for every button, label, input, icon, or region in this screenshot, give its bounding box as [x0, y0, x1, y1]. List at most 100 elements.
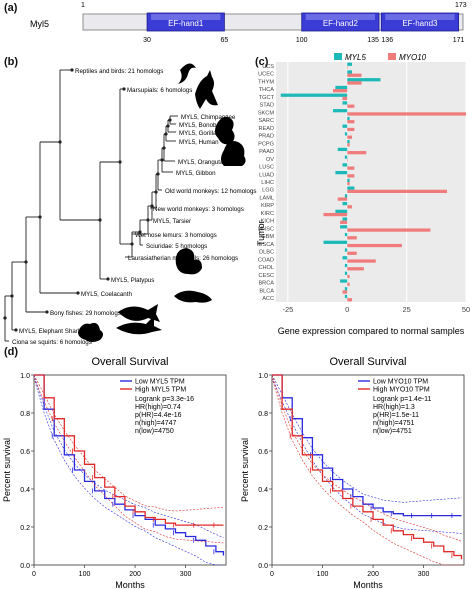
bar-myl5-lihc: [347, 178, 350, 182]
bar-myo10-esca: [347, 243, 402, 248]
bar-myo10-blca: [342, 290, 348, 294]
y-tick-label: 0.8: [20, 411, 30, 418]
bar-myl5-cesc: [344, 271, 348, 275]
residue-tick-30: 30: [143, 37, 151, 44]
bar-myl5-ucec: [347, 70, 352, 74]
start-label: 1: [81, 2, 85, 9]
tree-leaf-label: MYL5, Gorilla: [179, 130, 217, 137]
bar-myo10-laml: [337, 197, 348, 201]
bar-myo10-kirp: [347, 205, 352, 209]
category-label: PAAD: [259, 149, 274, 155]
x-tick-label: 100: [79, 571, 91, 578]
stat-label: n(low)=4751: [373, 428, 412, 435]
legend-swatch-myl5: [334, 53, 342, 60]
domain-highlight-1: [151, 14, 221, 20]
kangaroo-icon: [195, 70, 218, 109]
bar-myl5-tgct: [280, 93, 348, 97]
legend-label-myl5: MYL5: [345, 53, 366, 62]
bar-myo10-kirc: [323, 212, 348, 217]
category-label: OV: [266, 157, 274, 163]
x-tick-label: 0: [345, 305, 349, 314]
y-tick-label: 0.2: [258, 525, 268, 532]
bar-myo10-tgct: [342, 96, 348, 101]
ci-lower-high-myo10-tpm: [271, 377, 462, 566]
y-axis-label: Tumor: [256, 220, 266, 246]
legend-label: Low MYL5 TPM: [135, 379, 185, 386]
ci-upper-low-myl5-tpm: [33, 374, 224, 538]
x-tick-label: -25: [282, 305, 293, 314]
y-tick-label: 0.0: [258, 563, 268, 570]
category-label: SKCM: [258, 110, 275, 116]
bar-myl5-sarc: [347, 116, 350, 121]
bar-myl5-thca: [335, 85, 348, 90]
tree-leaf-label: MYL5, Elephant Shark: [19, 328, 82, 335]
survival-plot-myo10: Overall Survival 0.0 0.2 0.4 0.6 0.8 1.0 0 100 20…: [240, 356, 465, 589]
bar-myo10-luad: [347, 174, 355, 178]
stat-label: n(low)=4750: [135, 428, 174, 435]
bar-myo10-thym: [347, 81, 362, 85]
bar-myo10-read: [347, 127, 355, 132]
y-tick-label: 1.0: [20, 373, 30, 380]
bar-myl5-esca: [323, 240, 348, 244]
residue-tick-65: 65: [220, 37, 228, 44]
bar-myl5-skcm: [333, 109, 348, 113]
bar-myo10-ucec: [347, 73, 362, 77]
bar-myl5-stad: [342, 101, 348, 105]
y-tick-label: 0.2: [20, 525, 30, 532]
category-label: LAML: [259, 195, 274, 201]
y-tick-label: 0.6: [258, 449, 268, 456]
category-label: KICH: [261, 219, 274, 225]
category-label: READ: [258, 126, 274, 132]
bar-myl5-chol: [344, 263, 348, 268]
category-label: HNSC: [258, 226, 274, 232]
bar-myo10-ucs: [347, 65, 348, 70]
shark-icon: [116, 316, 162, 335]
bar-myo10-dlbc: [347, 251, 357, 255]
bar-myo10-cesc: [347, 274, 350, 279]
bar-myo10-coad: [347, 259, 376, 263]
survival-curve-high-myo10-tpm: [272, 374, 463, 560]
category-label: GBM: [261, 234, 274, 240]
bar-myo10-pcpg: [347, 143, 350, 147]
domain-highlight-2: [305, 14, 376, 20]
bar-myo10-lusc: [347, 166, 355, 170]
stat-label: n(high)=4751: [373, 420, 415, 427]
residue-tick-100: 100: [296, 37, 308, 44]
bar-myl5-ucs: [347, 62, 352, 66]
plot-frame: [271, 374, 465, 566]
legend-label: Low MYO10 TPM: [373, 379, 428, 386]
category-label: KIRP: [261, 203, 274, 209]
tree-leaf-label: Old world monkeys: 12 homologs: [165, 188, 256, 195]
y-tick-label: 0.0: [20, 563, 30, 570]
bar-myo10-skcm: [347, 112, 466, 116]
legend-label: High MYO10 TPM: [373, 387, 430, 394]
bar-myl5-lgg: [347, 186, 355, 190]
tree-leaf-label: MYL5, Platypus: [111, 277, 154, 284]
bar-myo10-brca: [347, 282, 350, 286]
y-tick-label: 0.4: [258, 487, 268, 494]
panel-label-a: (a): [4, 2, 18, 14]
y-tick-label: 0.8: [258, 411, 268, 418]
bar-myl5-blca: [344, 287, 348, 291]
stat-label: HR(high)=0.74: [135, 404, 181, 411]
bar-myo10-lgg: [347, 189, 447, 193]
x-tick-label: 200: [367, 571, 379, 578]
domain-label-3: EF-hand3: [402, 19, 438, 28]
tree-leaf-label: MYL5, Coelacanth: [81, 291, 132, 298]
x-tick-label: 50: [462, 305, 470, 314]
bar-myo10-sarc: [347, 120, 355, 124]
category-label: LIHC: [261, 180, 274, 186]
ci-lower-low-myo10-tpm: [271, 377, 462, 534]
bar-myo10-kich: [340, 220, 348, 224]
plot-frame: [33, 374, 227, 566]
x-axis-label: Months: [353, 580, 383, 589]
stat-label: Logrank p=3.3e-16: [135, 396, 194, 403]
category-label: UCEC: [258, 72, 274, 78]
tree-leaf-label: MYL5, Bonobo: [179, 122, 220, 129]
legend-label-myo10: MYO10: [399, 53, 427, 62]
tree-leaf-label: Sciuridae: 5 homologs: [146, 243, 207, 250]
category-label: PRAD: [258, 134, 274, 140]
category-label: PCPG: [258, 141, 274, 147]
x-tick-label: 0: [32, 571, 36, 578]
domain-label-1: EF-hand1: [168, 19, 204, 28]
